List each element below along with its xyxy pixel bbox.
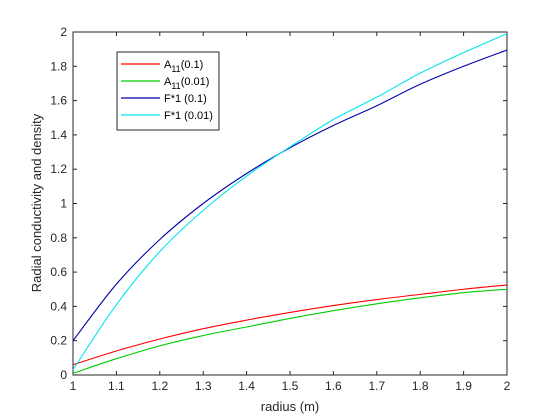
series-line-3	[72, 49, 508, 342]
x-tick-label: 2	[504, 379, 511, 393]
y-axis-label: Radial conductivity and density	[29, 113, 44, 292]
legend-label-3: F*1 (0.1)	[164, 93, 207, 105]
x-tick-label: 1.5	[282, 379, 299, 393]
y-tick-label: 2	[60, 25, 67, 39]
y-tick-label: 0.4	[50, 299, 67, 313]
series-line-2	[72, 288, 508, 374]
x-tick-label: 1.8	[412, 379, 429, 393]
x-tick-label: 1.3	[195, 379, 212, 393]
y-tick-label: 0.8	[50, 231, 67, 245]
y-tick-label: 1.8	[50, 59, 67, 73]
x-tick-label: 1.7	[368, 379, 385, 393]
series-lines	[72, 33, 508, 374]
series-line-1	[72, 284, 508, 366]
x-tick-label: 1.1	[108, 379, 125, 393]
legend-label-2: A11(0.01)	[164, 76, 209, 91]
x-axis-label: radius (m)	[261, 399, 320, 414]
x-tick-label: 1.2	[151, 379, 168, 393]
series-line-4	[72, 33, 508, 371]
y-tick-label: 0	[60, 368, 67, 382]
y-tick-label: 1.2	[50, 162, 67, 176]
axis-ticks: 1 1.1 1.2 1.3 1.4 1.5 1.6 1.7 1.8 1.9 2 0 0.2 0.4 0.6 0…	[50, 25, 510, 393]
y-tick-label: 1.6	[50, 94, 67, 108]
y-tick-label: 0.6	[50, 265, 67, 279]
y-tick-label: 0.2	[50, 334, 67, 348]
legend: A11(0.1) A11(0.01) F*1 (0.1) F*1 (0.01)	[116, 51, 220, 131]
x-tick-label: 1	[70, 379, 77, 393]
y-tick-label: 1.4	[50, 128, 67, 142]
y-tick-label: 1	[60, 197, 67, 211]
legend-label-1: A11(0.1)	[164, 59, 203, 74]
legend-box	[116, 51, 220, 131]
x-tick-label: 1.9	[455, 379, 472, 393]
x-tick-label: 1.4	[238, 379, 255, 393]
legend-label-4: F*1 (0.01)	[164, 110, 213, 122]
x-tick-label: 1.6	[325, 379, 342, 393]
